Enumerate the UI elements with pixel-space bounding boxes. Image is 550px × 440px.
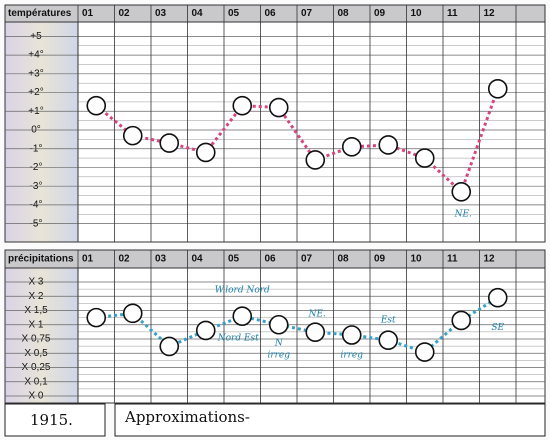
x-tick-label: 08 [338,254,350,265]
data-point [159,133,180,153]
data-point [86,307,107,328]
annotation: NE. [308,310,326,320]
data-point [378,135,399,155]
annotation: Est [380,316,396,326]
data-point [341,325,362,345]
data-point [378,330,399,350]
x-tick-label: 05 [228,254,240,265]
data-point [268,314,289,335]
data-point [451,182,472,202]
data-point [159,336,180,357]
annotation: irreg [267,350,290,360]
panel-title: précipitations [8,254,74,265]
x-tick-label: 12 [484,8,496,19]
data-point [232,306,253,327]
x-tick-label: 12 [484,254,496,265]
x-tick-label: 03 [155,254,167,265]
data-point [305,322,326,342]
x-tick-label: 07 [301,8,313,19]
x-tick-label: 10 [411,8,423,19]
x-tick-label: 03 [155,8,167,19]
x-tick-label: 08 [338,8,350,19]
x-tick-label: 09 [374,254,386,265]
x-tick-label: 10 [411,254,423,265]
data-point [195,142,216,163]
x-tick-label: 02 [119,254,131,265]
x-tick-label: 06 [265,8,277,19]
x-tick-label: 04 [192,8,204,19]
x-tick-label: 01 [82,254,94,265]
footer-box [4,403,106,437]
data-point [414,342,435,362]
x-tick-label: 07 [301,254,313,265]
panel-title: températures [8,8,72,19]
annotation: irreg [340,351,363,361]
data-point [487,287,508,308]
label-column [4,21,79,243]
data-point [268,97,289,118]
data-point [451,310,472,331]
data-point [122,303,143,324]
data-point [305,150,326,170]
annotation: NE. [454,209,472,219]
data-point [414,148,435,168]
annotation: SE [491,323,504,333]
data-point [195,320,216,341]
annotation: W.lord Nord [215,286,270,296]
x-tick-label: 04 [192,254,204,265]
annotation: Nord Est [217,334,259,344]
data-point [232,95,253,116]
data-point [86,95,107,116]
data-point [341,137,362,157]
footer-note: Approximations- [124,408,250,426]
x-tick-label: 02 [119,8,131,19]
x-tick-label: 09 [374,8,386,19]
data-point [122,125,143,146]
x-tick-label: 06 [265,254,277,265]
x-tick-label: 11 [447,8,458,19]
x-tick-label: 11 [447,254,458,265]
footer-year: 1915. [30,411,73,429]
data-point [487,79,508,99]
x-tick-label: 01 [82,8,94,19]
x-tick-label: 05 [228,8,240,19]
annotation: N [274,338,284,348]
plot-area [77,21,546,243]
footer-box [114,403,546,437]
